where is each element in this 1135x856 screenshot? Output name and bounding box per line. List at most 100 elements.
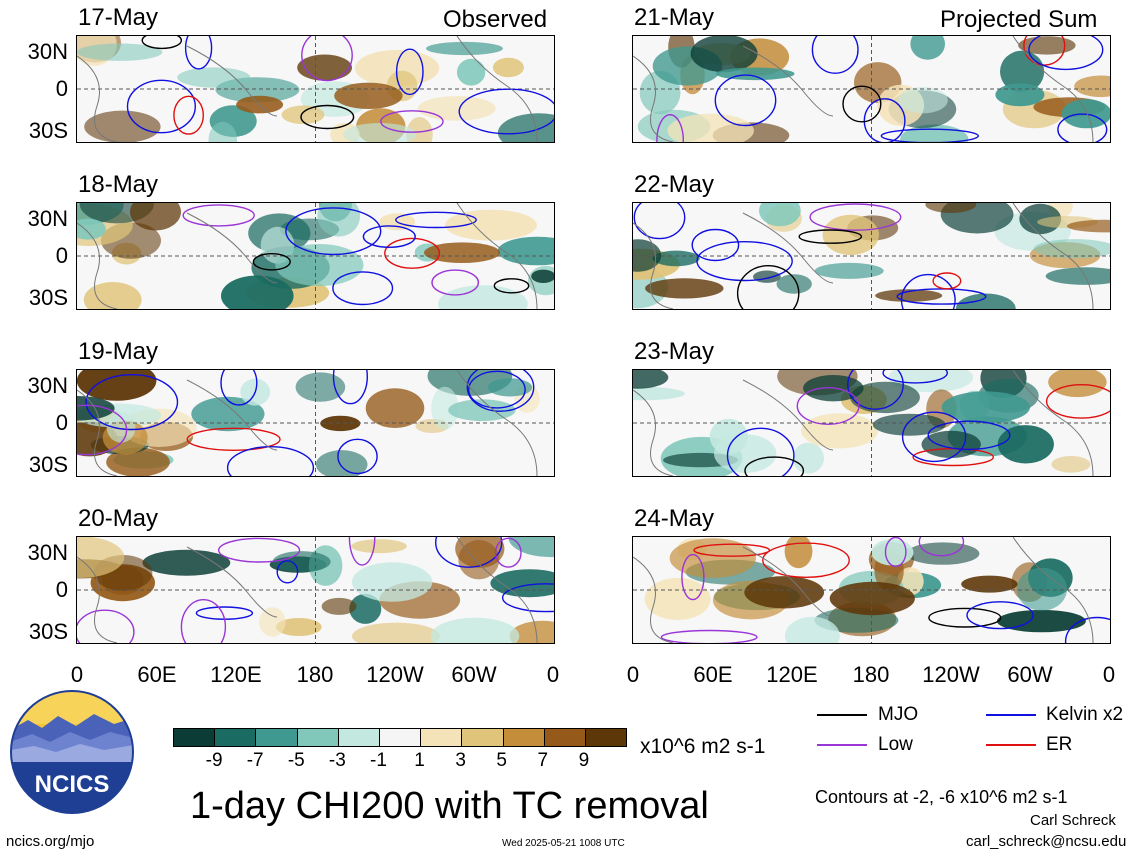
anomaly-shading bbox=[272, 551, 331, 573]
anomaly-shading bbox=[996, 609, 1086, 633]
lat-label-30s: 30S bbox=[28, 118, 68, 143]
anomaly-shading bbox=[352, 622, 440, 643]
colorbar-label: 1 bbox=[414, 750, 425, 771]
colorbar-label: 7 bbox=[537, 750, 549, 771]
contour-line bbox=[847, 370, 904, 410]
contour-line bbox=[218, 537, 301, 563]
lon-label-60w: 60W bbox=[451, 662, 497, 687]
lon-label-0: 0 bbox=[546, 662, 560, 687]
anomaly-shading bbox=[997, 425, 1054, 464]
anomaly-shading bbox=[669, 538, 756, 578]
contour-line bbox=[693, 543, 771, 557]
anomaly-shading bbox=[106, 447, 170, 476]
anomaly-shading bbox=[1018, 36, 1076, 55]
colorbar-label: -9 bbox=[205, 750, 223, 771]
contour-line bbox=[1064, 616, 1110, 643]
lon-label-120e: 120E bbox=[766, 662, 818, 687]
anomaly-shading bbox=[1016, 567, 1067, 611]
contour-line bbox=[1028, 36, 1104, 71]
lat-label-30s: 30S bbox=[28, 285, 68, 310]
lat-label-0: 0 bbox=[55, 76, 68, 101]
coastline bbox=[633, 537, 1094, 643]
colorbar-label: -3 bbox=[328, 750, 346, 771]
ncics-logo: NCICS bbox=[10, 690, 134, 814]
colorbar-label: 9 bbox=[578, 750, 590, 771]
contour-line bbox=[431, 269, 480, 296]
panel-date-22-may: 22-May bbox=[634, 171, 715, 198]
contour-line bbox=[927, 420, 1011, 451]
colorbar-swatch bbox=[214, 729, 256, 746]
anomaly-shading bbox=[275, 618, 322, 636]
coastline bbox=[77, 36, 538, 142]
anomaly-shading bbox=[633, 386, 685, 401]
anomaly-shading bbox=[714, 434, 777, 473]
anomaly-shading bbox=[753, 270, 781, 283]
contour-line bbox=[435, 537, 503, 568]
anomaly-shading bbox=[444, 209, 537, 241]
colorbar-label: 3 bbox=[455, 750, 466, 771]
contour-line bbox=[384, 237, 441, 269]
contour-line bbox=[744, 456, 805, 476]
anomaly-shading bbox=[177, 67, 251, 88]
lat-label-0: 0 bbox=[55, 577, 68, 602]
panel-date-24-may: 24-May bbox=[634, 505, 715, 532]
anomaly-shading bbox=[690, 36, 758, 73]
contour-line bbox=[966, 601, 1034, 630]
map-panel-19-may bbox=[76, 369, 555, 477]
anomaly-shading bbox=[315, 450, 368, 476]
panel-date-23-may: 23-May bbox=[634, 338, 715, 365]
anomaly-shading bbox=[281, 105, 325, 125]
anomaly-shading bbox=[1067, 219, 1110, 233]
contour-line bbox=[880, 128, 979, 142]
panel-tag-observed: Observed bbox=[443, 6, 548, 33]
contour-line bbox=[1057, 113, 1108, 142]
contour-line bbox=[726, 427, 795, 476]
map-panel-22-may bbox=[632, 202, 1111, 310]
legend-line-er bbox=[986, 744, 1036, 746]
colorbar-label: -5 bbox=[287, 750, 305, 771]
anomaly-shading bbox=[1051, 456, 1091, 473]
contour-line bbox=[656, 114, 684, 142]
anomaly-shading bbox=[438, 285, 528, 309]
lat-label-0: 0 bbox=[55, 243, 68, 268]
contour-line bbox=[173, 95, 205, 135]
contour-line bbox=[348, 537, 376, 566]
contour-line bbox=[220, 370, 258, 406]
coastline bbox=[77, 370, 538, 476]
footer-author: Carl Schreck bbox=[1030, 812, 1116, 829]
anomaly-shading bbox=[130, 203, 181, 231]
contour-line bbox=[332, 271, 394, 306]
contour-line bbox=[466, 370, 535, 412]
anomaly-shading bbox=[497, 236, 554, 266]
anomaly-shading bbox=[776, 274, 812, 294]
anomaly-shading bbox=[633, 370, 669, 389]
contour-line bbox=[928, 607, 1002, 628]
footer-email: carl_schreck@ncsu.edu bbox=[966, 833, 1127, 850]
contour-line bbox=[126, 79, 197, 134]
anomaly-shading bbox=[1048, 370, 1107, 398]
anomaly-shading bbox=[829, 581, 915, 616]
contour-line bbox=[501, 583, 554, 613]
contour-line bbox=[301, 36, 353, 82]
anomaly-shading bbox=[1033, 239, 1110, 259]
coastline bbox=[77, 537, 538, 643]
panel-tag-projected-sum: Projected Sum bbox=[940, 6, 1098, 33]
colorbar-label: 5 bbox=[496, 750, 507, 771]
colorbar bbox=[173, 728, 627, 747]
contour-line bbox=[918, 537, 965, 557]
anomaly-shading bbox=[83, 282, 142, 309]
contour-line bbox=[285, 207, 382, 256]
colorbar-units: x10^6 m2 s-1 bbox=[640, 735, 766, 758]
contour-line bbox=[691, 228, 740, 262]
colorbar-swatch bbox=[502, 729, 544, 746]
coastline bbox=[77, 203, 538, 309]
panel-date-20-may: 20-May bbox=[78, 505, 159, 532]
anomaly-shading bbox=[961, 575, 1018, 593]
anomaly-shading bbox=[822, 214, 879, 256]
anomaly-shading bbox=[759, 203, 801, 227]
anomaly-shading bbox=[351, 539, 407, 554]
logo-icon: NCICS bbox=[10, 690, 134, 814]
anomaly-shading bbox=[106, 412, 136, 443]
legend-label-low: Low bbox=[878, 734, 913, 755]
anomaly-shading bbox=[645, 278, 724, 299]
